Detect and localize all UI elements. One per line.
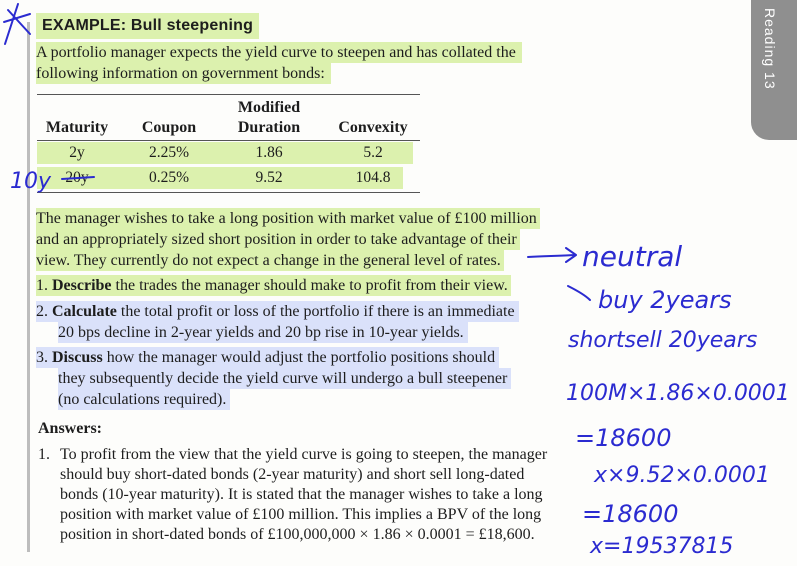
question-verb: Describe [52, 277, 112, 294]
cell-duration: 9.52 [255, 169, 283, 186]
question-3: 3. Discuss how the manager would adjust … [36, 347, 500, 368]
question-number: 2. [36, 303, 48, 320]
reading-tab-label: Reading 13 [762, 8, 778, 90]
scenario-line-3: view. They currently do not expect a cha… [36, 250, 504, 271]
th-convexity: Convexity [338, 119, 408, 136]
cell-duration: 1.86 [255, 144, 283, 161]
question-number: 1. [36, 277, 48, 294]
th-coupon: Coupon [141, 119, 197, 136]
scenario-line-2: and an appropriately sized short positio… [36, 229, 520, 250]
margin-bar [27, 22, 30, 552]
question-3-line-2: they subsequently decide the yield curve… [58, 368, 512, 389]
arrow-mark [527, 247, 577, 263]
intro-line-1: A portfolio manager expects the yield cu… [36, 42, 522, 63]
table-header-rule [37, 140, 420, 141]
handwritten-buy: buy 2years [598, 286, 732, 314]
example-title: EXAMPLE: Bull steepening [36, 13, 260, 39]
handwritten-neutral: neutral [582, 240, 682, 273]
cell-convexity: 104.8 [355, 169, 391, 186]
cell-maturity: 2y [69, 144, 85, 161]
scenario-line-1: The manager wishes to take a long positi… [36, 208, 540, 229]
table-row-highlight-1 [37, 142, 413, 164]
handwritten-calc-1: 100M×1.86×0.0001 [566, 381, 790, 406]
answer-line: should buy short-dated bonds (2-year mat… [60, 466, 525, 483]
answer-line: To profit from the view that the yield c… [60, 446, 548, 463]
question-3-line-3: (no calculations required). [58, 389, 231, 410]
cell-coupon: 0.25% [148, 169, 190, 186]
question-verb: Discuss [52, 349, 103, 366]
brace-mark [567, 285, 591, 301]
answer-number: 1. [38, 446, 50, 463]
th-maturity: Maturity [45, 119, 109, 136]
reading-tab [751, 0, 797, 140]
question-text: the trades the manager should make to pr… [111, 277, 508, 294]
question-2: 2. Calculate the total profit or loss of… [36, 301, 519, 322]
question-verb: Calculate [52, 303, 117, 320]
cell-maturity: 20y [65, 169, 89, 186]
question-number: 3. [36, 349, 48, 366]
table-bottom-rule [37, 192, 420, 193]
answer-line: position in short-dated bonds of £100,00… [60, 526, 535, 543]
cell-coupon: 2.25% [148, 144, 190, 161]
handwritten-shortsell: shortsell 20years [568, 328, 757, 353]
question-2-line-2: 20 bps decline in 2-year yields and 20 b… [58, 322, 468, 343]
answers-heading: Answers: [38, 420, 102, 437]
handwritten-result-1: =18600 [575, 424, 671, 452]
table-row-highlight-2 [37, 167, 403, 189]
th-duration-bottom: Duration [237, 119, 301, 136]
answer-line: bonds (10-year maturity). It is stated t… [60, 486, 543, 503]
cell-convexity: 5.2 [363, 144, 383, 161]
handwritten-result-2: =18600 [582, 500, 678, 528]
th-duration-top: Modified [237, 99, 301, 116]
intro-line-2: following information on government bond… [36, 63, 331, 84]
handwritten-calc-2: x×9.52×0.0001 [593, 463, 770, 488]
answer-line: position with market value of £100 milli… [60, 506, 542, 523]
table-top-rule [37, 94, 420, 95]
question-text: how the manager would adjust the portfol… [102, 349, 496, 366]
handwritten-solution: x=19537815 [589, 534, 733, 559]
question-1: 1. Describe the trades the manager shoul… [36, 275, 511, 296]
question-text: the total profit or loss of the portfoli… [116, 303, 515, 320]
